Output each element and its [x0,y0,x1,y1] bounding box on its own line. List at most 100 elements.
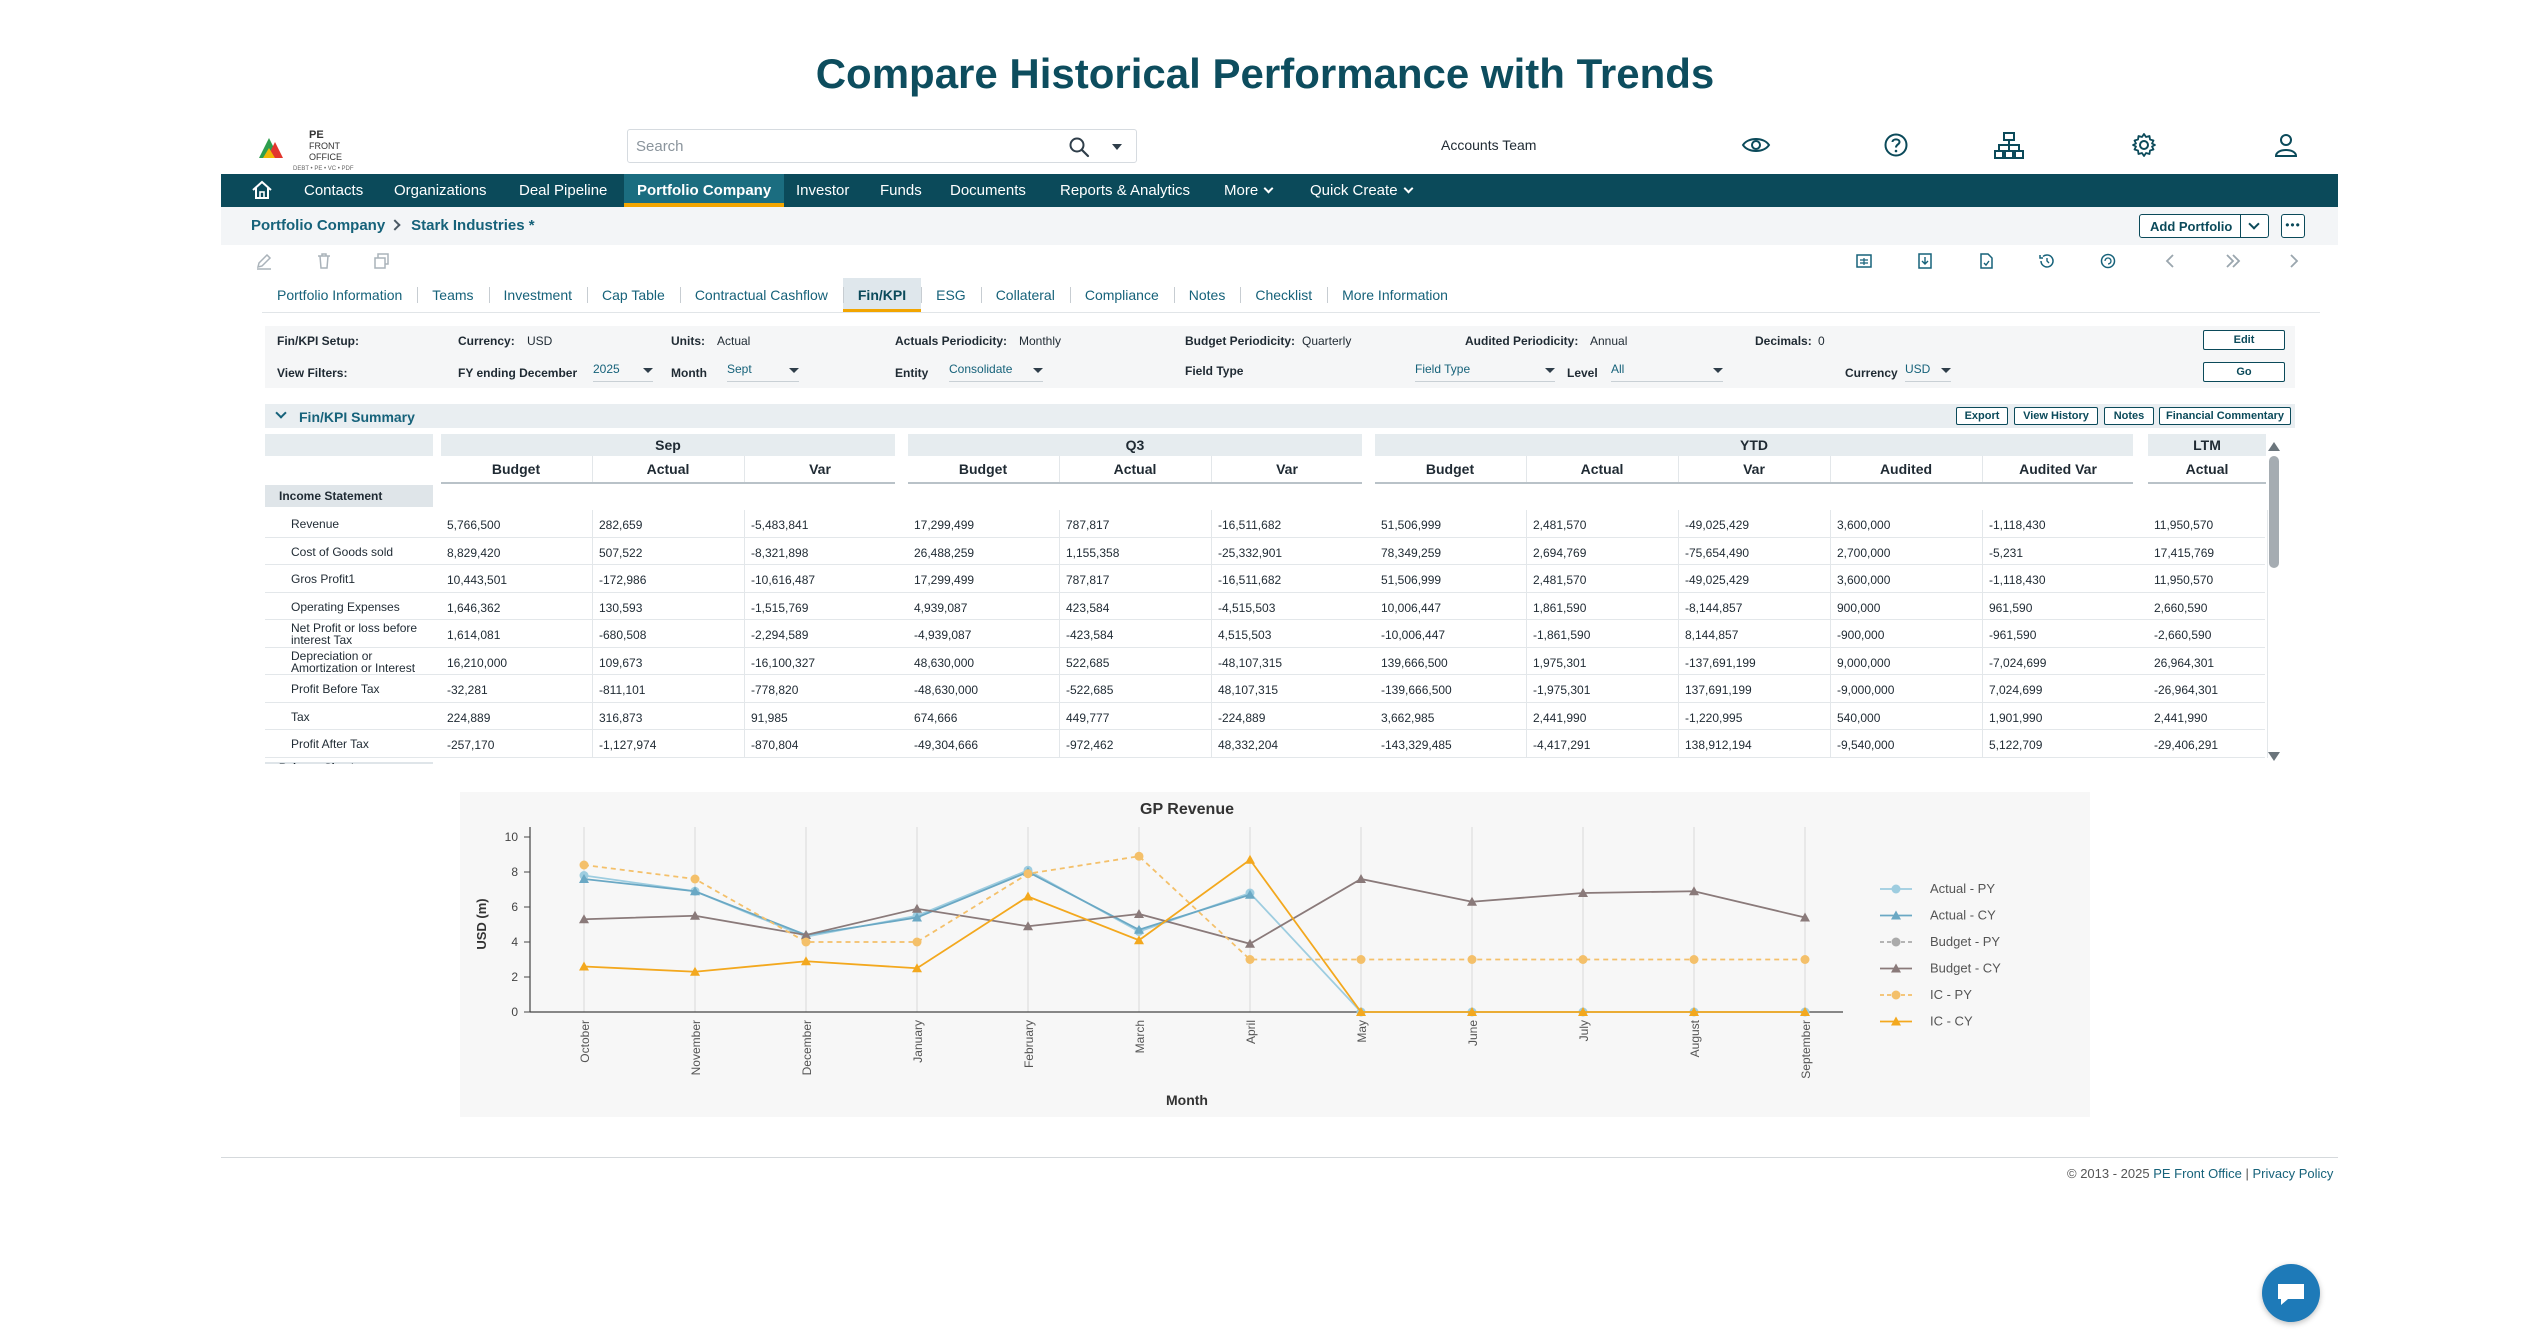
table-cell[interactable]: 8,829,420 [447,545,501,560]
table-cell[interactable]: -8,144,857 [1685,600,1743,615]
data-point[interactable] [801,937,811,947]
nav-deal-pipeline[interactable]: Deal Pipeline [519,182,608,199]
previous-record-icon[interactable] [2162,252,2180,270]
table-cell[interactable]: 139,666,500 [1381,655,1448,670]
archive-icon[interactable] [1916,252,1934,270]
table-cell[interactable]: 1,975,301 [1533,655,1587,670]
table-cell[interactable]: -139,666,500 [1381,683,1452,697]
table-cell[interactable]: -75,654,490 [1685,545,1750,560]
column-header[interactable]: Budget [441,456,591,482]
table-cell[interactable]: -4,417,291 [1533,738,1591,752]
privacy-policy-link[interactable]: Privacy Policy [2252,1166,2334,1181]
tab-cap-table[interactable]: Cap Table [587,278,680,312]
table-cell[interactable]: -48,107,315 [1218,655,1283,670]
search-icon[interactable] [1068,136,1090,158]
edit-icon[interactable] [255,252,273,270]
table-cell[interactable]: -16,511,682 [1218,518,1282,532]
nav-funds[interactable]: Funds [880,182,922,199]
nav-reports-analytics[interactable]: Reports & Analytics [1060,182,1191,199]
data-point[interactable] [1134,909,1144,918]
table-cell[interactable]: 224,889 [447,710,491,725]
table-cell[interactable]: -25,332,901 [1218,545,1283,560]
table-cell[interactable]: -137,691,199 [1685,655,1756,670]
table-cell[interactable]: 674,666 [914,710,958,725]
table-cell[interactable]: -1,515,769 [751,600,809,615]
table-cell[interactable]: -7,024,699 [1989,655,2047,670]
data-point[interactable] [579,874,589,883]
table-cell[interactable]: 5,122,709 [1989,738,2043,752]
user-profile-icon[interactable] [2273,132,2299,158]
table-cell[interactable]: 1,646,362 [447,600,501,615]
table-cell[interactable]: 109,673 [599,655,643,670]
data-point[interactable] [1689,886,1699,896]
add-portfolio-button[interactable]: Add Portfolio [2139,214,2269,238]
data-point[interactable] [1467,896,1477,906]
table-cell[interactable]: -10,006,447 [1381,628,1446,642]
tab-notes[interactable]: Notes [1173,278,1241,312]
document-export-icon[interactable] [1977,252,1995,270]
field-type-select[interactable]: Field Type [1415,362,1555,382]
table-cell[interactable]: 91,985 [751,710,788,725]
table-cell[interactable]: -4,515,503 [1218,600,1276,615]
chat-button[interactable] [2262,1264,2320,1322]
table-cell[interactable]: -32,281 [447,683,488,697]
data-point[interactable] [1467,955,1477,964]
pe-front-office-logo[interactable]: PE FRONT OFFICE DEBT • PE • VC • PDF [257,124,354,172]
data-point[interactable] [1578,1007,1588,1016]
column-header[interactable]: Actual [1060,456,1210,482]
scroll-up-icon[interactable] [2268,442,2280,451]
table-cell[interactable]: 17,299,499 [914,518,975,532]
column-header[interactable]: Var [745,456,895,482]
more-options-icon[interactable]: ••• [2281,214,2305,238]
entity-select[interactable]: Consolidate [949,362,1043,382]
data-point[interactable] [801,930,811,939]
table-cell[interactable]: -9,540,000 [1837,738,1895,752]
table-cell[interactable]: 2,441,990 [1533,710,1587,725]
nav-organizations[interactable]: Organizations [394,182,487,199]
data-point[interactable] [690,886,700,896]
table-cell[interactable]: 11,950,570 [2154,518,2214,532]
table-cell[interactable]: 10,006,447 [1381,600,1442,615]
table-cell[interactable]: 2,441,990 [2154,710,2208,725]
data-point[interactable] [579,914,589,924]
home-icon[interactable] [251,180,273,200]
table-cell[interactable]: -16,100,327 [751,655,816,670]
table-cell[interactable]: 51,506,999 [1381,573,1442,587]
data-point[interactable] [1356,955,1366,964]
data-point[interactable] [690,874,700,884]
table-cell[interactable]: -2,294,589 [751,628,809,642]
table-cell[interactable]: 48,332,204 [1218,738,1279,752]
edit-setup-button[interactable]: Edit [2203,330,2285,350]
section-next[interactable]: Balance Sheet [265,761,433,764]
table-cell[interactable]: -961,590 [1989,628,2037,642]
history-icon[interactable] [2038,252,2056,270]
help-icon[interactable] [1883,132,1909,158]
table-cell[interactable]: -29,406,291 [2154,738,2219,752]
table-cell[interactable]: 26,964,301 [2154,655,2215,670]
table-cell[interactable]: 540,000 [1837,710,1881,725]
table-cell[interactable]: 1,155,358 [1066,545,1120,560]
tab-teams[interactable]: Teams [417,278,488,312]
table-cell[interactable]: 316,873 [599,710,643,725]
tab-esg[interactable]: ESG [921,278,981,312]
table-cell[interactable]: 507,522 [599,545,643,560]
table-cell[interactable]: 17,299,499 [914,573,975,587]
tab-portfolio-information[interactable]: Portfolio Information [277,287,403,303]
table-cell[interactable]: -4,939,087 [914,628,972,642]
column-header[interactable]: Budget [908,456,1058,482]
table-cell[interactable]: -1,127,974 [599,738,657,752]
table-cell[interactable]: 4,515,503 [1218,628,1272,642]
search-input[interactable] [628,130,1048,162]
data-point[interactable] [1578,955,1588,964]
scroll-thumb[interactable] [2269,456,2279,568]
refresh-icon[interactable] [2099,252,2117,270]
calculator-icon[interactable] [1855,252,1873,270]
table-cell[interactable]: 48,630,000 [914,655,975,670]
table-cell[interactable]: 17,415,769 [2154,545,2215,560]
go-button[interactable]: Go [2203,362,2285,382]
tab-fin-kpi[interactable]: Fin/KPI [842,278,922,312]
column-header[interactable]: Actual [593,456,743,482]
org-chart-icon[interactable] [1993,132,2025,160]
skip-forward-icon[interactable] [2224,252,2242,270]
scroll-down-icon[interactable] [2268,752,2280,761]
